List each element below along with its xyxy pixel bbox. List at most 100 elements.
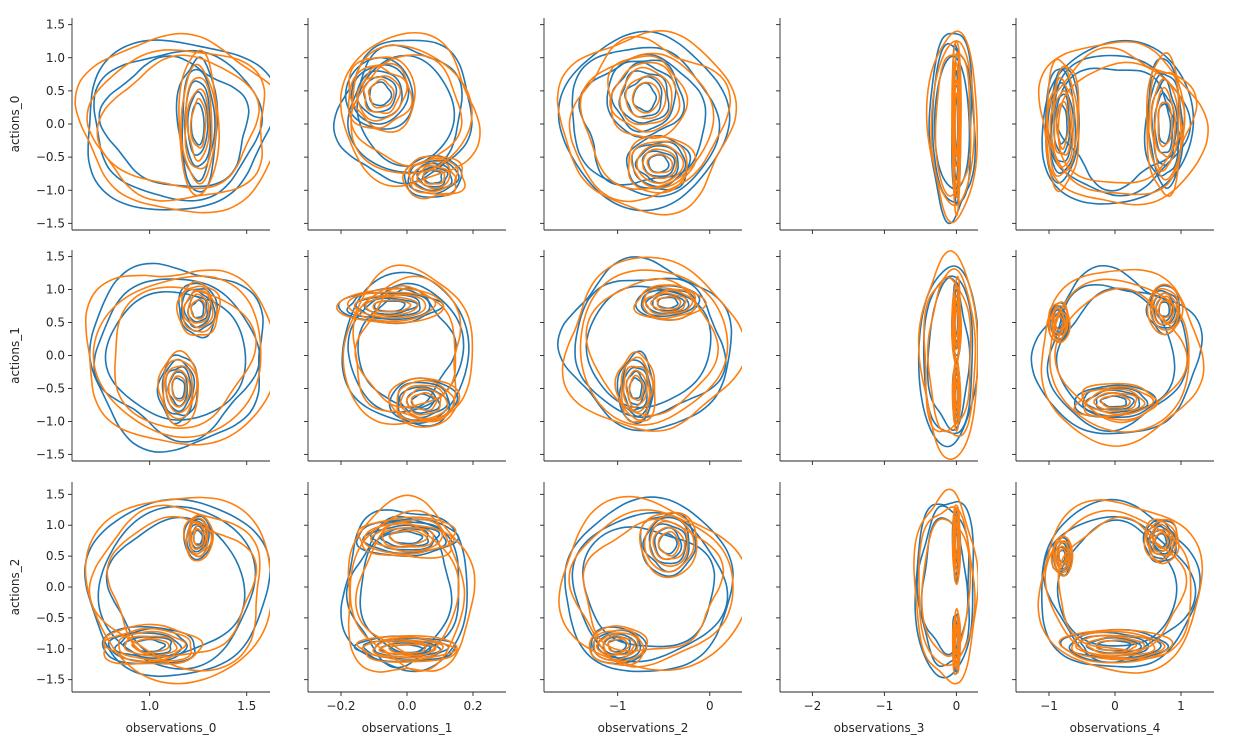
panel-r0-c0: −1.5 −1.0 −0.5 0.0 0.5 1.0 1.5 actions_0 [8,18,270,234]
x-tick-label: −1 [609,699,627,713]
contour-series-2 [595,632,639,661]
contour-series-2 [192,528,205,547]
contour-series-2 [354,521,460,657]
contour-group [925,30,978,225]
contour-series-2 [88,504,261,672]
contour-series-2 [624,75,667,120]
contour-series-2 [951,358,962,432]
y-tick-label: −1.5 [36,216,65,230]
contour-series-2 [1085,635,1146,655]
contour-series-1 [98,55,250,188]
contour-series-1 [1147,72,1180,177]
panel-r0-c2 [540,18,742,234]
contour-series-2 [92,275,262,439]
contour-series-2 [86,49,266,202]
contour-series-2 [356,516,457,559]
contour-series-2 [422,168,446,185]
x-axis-label: observations_3 [834,721,925,735]
y-tick-label: −1.0 [36,183,65,197]
y-tick-label: −1.0 [36,414,65,428]
contour-series-2 [656,295,682,310]
contour-series-2 [342,264,474,426]
contour-series-2 [1048,304,1069,343]
contour-series-1 [183,80,212,168]
contour-series-1 [104,290,247,421]
contour-series-2 [588,625,649,667]
contour-series-2 [1157,299,1172,319]
contour-series-2 [1095,639,1138,653]
contour-group [1037,498,1204,674]
contour-series-1 [606,59,686,139]
contour-series-2 [185,517,213,558]
contour-series-1 [93,278,261,443]
contour-series-2 [620,356,654,421]
contour-series-2 [388,643,427,654]
contour-series-2 [614,351,656,423]
contour-group [74,32,270,214]
contour-series-2 [648,520,689,567]
contour-series-2 [363,518,455,556]
contour-series-2 [633,284,707,321]
contour-series-1 [181,68,216,182]
panel-r1-c3 [776,250,978,465]
y-tick-label: −1.5 [36,447,65,461]
contour-series-2 [954,630,959,656]
contour-series-2 [399,384,449,420]
contour-series-2 [178,49,220,197]
contour-series-2 [917,250,978,461]
contour-series-2 [401,155,466,200]
contour-series-2 [1045,58,1080,193]
contour-series-2 [923,268,977,438]
contour-series-2 [396,379,456,423]
contour-series-2 [184,76,213,170]
panel-r2-c3: −2 −1 0 observations_3 [776,482,978,735]
contour-series-1 [356,54,456,167]
contour-series-2 [180,63,218,185]
contour-series-2 [1073,382,1159,421]
contour-series-2 [1053,310,1066,335]
y-tick-label: 0.0 [46,580,65,594]
contour-series-1 [1099,395,1128,408]
x-axis-label: observations_2 [598,721,689,735]
contour-group [332,31,481,200]
contour-series-1 [571,46,721,198]
contour-series-2 [339,31,481,188]
contour-series-1 [610,61,677,133]
contour-series-2 [411,160,458,193]
contour-series-2 [657,530,680,557]
contour-series-1 [625,134,692,191]
contour-series-2 [164,365,194,414]
contour-series-1 [107,627,189,663]
contour-series-2 [350,54,463,167]
contour-series-2 [416,164,451,190]
contour-series-2 [189,97,207,149]
y-tick-label: 1.5 [46,250,65,264]
contour-series-1 [647,153,670,174]
contour-series-1 [564,496,734,673]
contour-series-1 [557,30,731,212]
x-tick-label: 0.2 [463,699,482,713]
contour-series-2 [1057,516,1188,652]
contour-series-1 [373,300,406,313]
contour-series-2 [951,285,961,361]
contour-series-2 [609,61,681,133]
panel-r1-c4 [1012,250,1214,465]
y-tick-label: 1.5 [46,487,65,501]
contour-series-2 [157,349,199,427]
contour-series-2 [631,81,661,114]
contour-series-2 [925,30,978,224]
contour-series-2 [602,634,636,656]
x-tick-label: 1.0 [140,699,159,713]
contour-series-2 [347,494,476,673]
y-axis-label: actions_0 [8,96,22,153]
contour-series-2 [1037,499,1204,674]
contour-series-2 [131,637,170,654]
contour-group [84,262,270,453]
contour-series-2 [644,289,694,316]
contour-series-2 [1075,634,1156,657]
contour-series-2 [175,280,221,337]
contour-series-2 [913,488,978,685]
contour-series-1 [1142,519,1178,564]
contour-series-2 [74,32,270,214]
contour-series-2 [1157,101,1173,148]
